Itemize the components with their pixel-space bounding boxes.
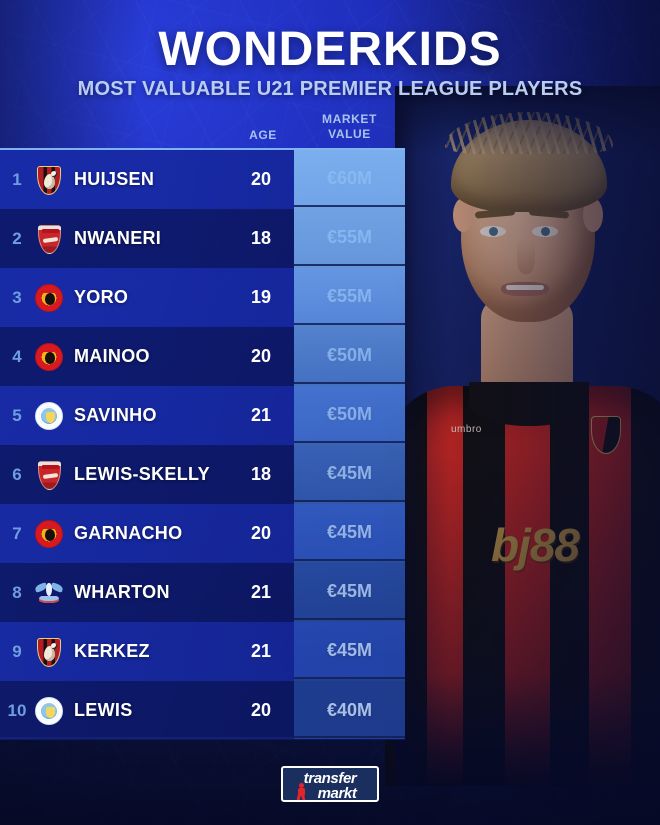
row-market-value: €40M xyxy=(326,700,373,720)
table-row: 5 SAVINHO 21 €50M xyxy=(0,386,405,445)
row-player-name: LEWIS xyxy=(74,700,133,720)
row-market-value: €45M xyxy=(294,622,405,681)
club-crest-arsenal xyxy=(38,460,61,490)
row-player-age: 18 xyxy=(250,464,272,484)
column-header-market-value: MARKET VALUE xyxy=(294,112,405,142)
column-header-age: AGE xyxy=(249,128,277,142)
column-header-market-value-line2: VALUE xyxy=(328,127,371,141)
row-club-badge xyxy=(34,224,64,254)
row-market-value: €55M xyxy=(294,268,405,327)
table-row: 10 LEWIS 20 €40M xyxy=(0,681,405,740)
row-market-value: €50M xyxy=(294,327,405,386)
club-crest-manchester-united xyxy=(35,342,63,371)
row-player-name: NWANERI xyxy=(74,228,162,248)
row-rank: 5 xyxy=(12,405,22,425)
row-player-age: 18 xyxy=(250,228,272,248)
row-rank: 9 xyxy=(12,641,22,661)
row-club-badge xyxy=(34,342,64,372)
row-rank: 8 xyxy=(12,582,22,602)
rankings-table: 1 HUIJSEN 20 €60M 2 NWANERI 18 €55M 3 YORO 19 €55M 4… xyxy=(0,148,405,740)
row-player-age: 20 xyxy=(250,523,272,543)
row-player-age: 21 xyxy=(250,582,272,602)
table-row: 8 WHARTON 21 €45M xyxy=(0,563,405,622)
row-club-badge xyxy=(34,165,64,195)
row-club-badge xyxy=(34,696,64,726)
row-rank: 4 xyxy=(12,346,22,366)
row-player-age: 20 xyxy=(250,169,272,189)
row-rank: 1 xyxy=(12,169,22,189)
club-crest-manchester-city xyxy=(35,401,63,430)
row-player-name: HUIJSEN xyxy=(74,169,155,189)
row-market-value: €45M xyxy=(294,563,405,622)
club-crest-crystal-palace xyxy=(34,578,64,608)
club-crest-manchester-united xyxy=(35,283,63,312)
row-club-badge xyxy=(34,283,64,313)
row-player-name: SAVINHO xyxy=(74,405,157,425)
table-row: 1 HUIJSEN 20 €60M xyxy=(0,150,405,209)
page-title: WONDERKIDS xyxy=(158,23,502,76)
row-market-value: €55M xyxy=(294,209,405,268)
club-crest-arsenal xyxy=(38,224,61,254)
table-row: 6 LEWIS-SKELLY 18 €45M xyxy=(0,445,405,504)
row-player-age: 19 xyxy=(250,287,272,307)
row-player-name: WHARTON xyxy=(74,582,170,602)
transfermarkt-logo-line2: markt xyxy=(317,785,357,802)
row-club-badge xyxy=(34,637,64,667)
column-header-market-value-line1: MARKET xyxy=(322,112,377,126)
row-club-badge xyxy=(34,460,64,490)
row-player-name: YORO xyxy=(74,287,129,307)
row-player-name: GARNACHO xyxy=(74,523,183,543)
row-market-value: €60M xyxy=(294,150,405,209)
row-club-badge xyxy=(34,519,64,549)
table-row: 2 NWANERI 18 €55M xyxy=(0,209,405,268)
table-row: 3 YORO 19 €55M xyxy=(0,268,405,327)
page-subtitle: MOST VALUABLE U21 PREMIER LEAGUE PLAYERS xyxy=(77,78,583,100)
club-crest-manchester-city xyxy=(35,696,63,725)
row-rank: 10 xyxy=(7,700,27,720)
club-crest-bournemouth xyxy=(37,165,61,195)
club-crest-manchester-united xyxy=(35,519,63,548)
row-rank: 6 xyxy=(12,464,22,484)
row-club-badge xyxy=(34,578,64,608)
row-club-badge xyxy=(34,401,64,431)
row-market-value: €50M xyxy=(294,386,405,445)
row-player-name: MAINOO xyxy=(74,346,150,366)
row-rank: 3 xyxy=(12,287,22,307)
row-player-name: LEWIS-SKELLY xyxy=(74,464,210,484)
row-market-value: €45M xyxy=(294,445,405,504)
row-player-age: 20 xyxy=(250,346,272,366)
row-market-value: €45M xyxy=(294,504,405,563)
row-player-age: 21 xyxy=(250,641,272,661)
club-crest-bournemouth xyxy=(37,637,61,667)
table-row: 4 MAINOO 20 €50M xyxy=(0,327,405,386)
table-row: 9 KERKEZ 21 €45M xyxy=(0,622,405,681)
transfermarkt-player-icon xyxy=(295,783,307,800)
row-player-age: 21 xyxy=(250,405,272,425)
row-rank: 7 xyxy=(12,523,22,543)
row-rank: 2 xyxy=(12,228,22,248)
row-player-name: KERKEZ xyxy=(74,641,150,661)
table-row: 7 GARNACHO 20 €45M xyxy=(0,504,405,563)
row-player-age: 20 xyxy=(250,700,272,720)
transfermarkt-logo-line1: transfer xyxy=(303,770,357,787)
transfermarkt-logo[interactable]: transfer markt xyxy=(281,766,379,802)
